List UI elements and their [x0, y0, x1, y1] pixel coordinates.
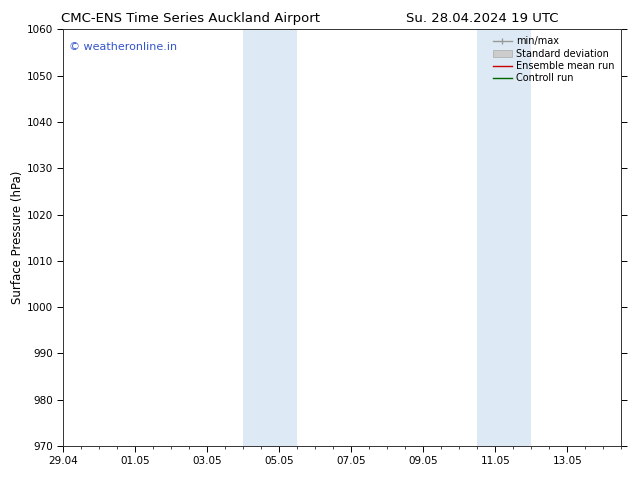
- Text: Su. 28.04.2024 19 UTC: Su. 28.04.2024 19 UTC: [406, 12, 558, 25]
- Bar: [243, 29, 297, 446]
- Y-axis label: Surface Pressure (hPa): Surface Pressure (hPa): [11, 171, 24, 304]
- Text: CMC-ENS Time Series Auckland Airport: CMC-ENS Time Series Auckland Airport: [61, 12, 320, 25]
- Text: © weatheronline.in: © weatheronline.in: [69, 42, 177, 52]
- Bar: [477, 29, 531, 446]
- Legend: min/max, Standard deviation, Ensemble mean run, Controll run: min/max, Standard deviation, Ensemble me…: [491, 34, 616, 85]
